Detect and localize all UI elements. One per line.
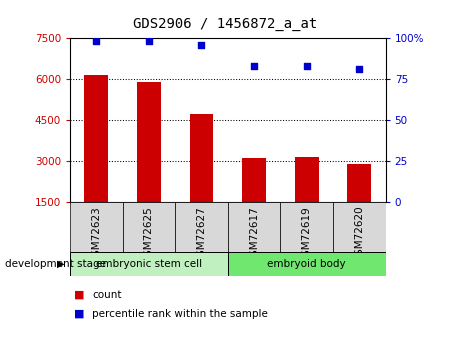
Text: GSM72625: GSM72625 bbox=[144, 206, 154, 263]
Bar bbox=[295, 157, 318, 202]
Text: GSM72617: GSM72617 bbox=[249, 206, 259, 263]
Bar bbox=[189, 115, 213, 202]
Bar bbox=[70, 252, 228, 276]
Text: embryoid body: embryoid body bbox=[267, 259, 346, 269]
Bar bbox=[228, 252, 386, 276]
Text: ▶: ▶ bbox=[57, 259, 64, 269]
Bar bbox=[242, 158, 266, 202]
Bar bbox=[333, 202, 386, 252]
Text: GSM72627: GSM72627 bbox=[197, 206, 207, 263]
Point bbox=[303, 63, 310, 69]
Text: GDS2906 / 1456872_a_at: GDS2906 / 1456872_a_at bbox=[133, 17, 318, 31]
Point bbox=[356, 66, 363, 72]
Point bbox=[250, 63, 258, 69]
Text: embryonic stem cell: embryonic stem cell bbox=[96, 259, 202, 269]
Bar bbox=[84, 75, 108, 202]
Bar bbox=[175, 202, 228, 252]
Text: count: count bbox=[92, 290, 122, 300]
Bar bbox=[123, 202, 175, 252]
Point bbox=[92, 38, 100, 44]
Point bbox=[198, 42, 205, 47]
Text: GSM72619: GSM72619 bbox=[302, 206, 312, 263]
Bar bbox=[70, 202, 123, 252]
Bar bbox=[281, 202, 333, 252]
Text: GSM72623: GSM72623 bbox=[91, 206, 101, 263]
Bar bbox=[137, 82, 161, 202]
Bar bbox=[347, 164, 371, 202]
Bar bbox=[228, 202, 281, 252]
Point bbox=[145, 38, 152, 44]
Text: GSM72620: GSM72620 bbox=[354, 206, 364, 263]
Text: percentile rank within the sample: percentile rank within the sample bbox=[92, 309, 268, 319]
Text: development stage: development stage bbox=[5, 259, 106, 269]
Text: ■: ■ bbox=[74, 309, 85, 319]
Text: ■: ■ bbox=[74, 290, 85, 300]
